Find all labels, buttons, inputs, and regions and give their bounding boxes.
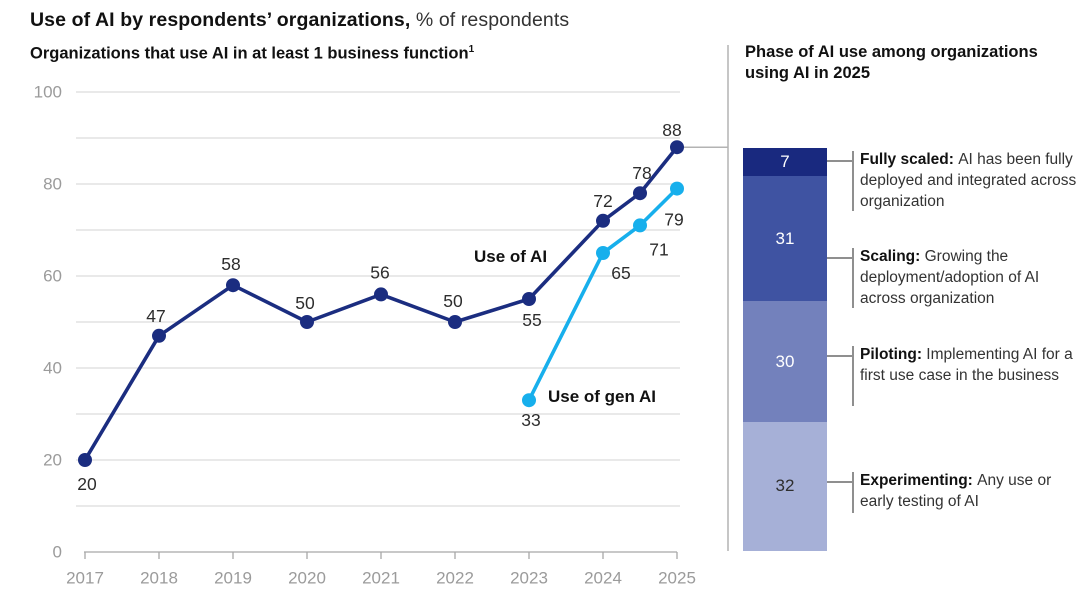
data-point [374,287,388,302]
data-label: 78 [632,163,651,183]
bar-segment-fully-scaled: 7 [743,148,827,177]
phase-description: AI has been fully deployed and integrat­… [860,151,1077,210]
phase-term: Fully scaled: [860,151,959,168]
use-of-gen-ai-line [527,186,679,403]
data-point [633,218,647,233]
bar-segment-value: 30 [775,351,795,371]
data-point [670,140,684,155]
phase-term: Piloting: [860,346,927,363]
data-label: 20 [77,474,97,494]
chart-subtitle: Organizations that use AI in at least 1 … [30,44,474,64]
data-point [448,315,462,329]
x-axis-label: 2025 [658,569,696,588]
x-axis-label: 2023 [510,569,548,588]
x-axis-label: 2020 [288,569,326,588]
series-label-use-of-ai: Use of AI [474,247,548,266]
data-label: 55 [522,310,541,330]
y-axis-label: 0 [53,543,62,562]
y-axis-label: 80 [43,175,62,194]
x-axis-label: 2024 [584,569,622,588]
x-axis-label: 2022 [436,569,474,588]
chart-title: Use of AI by respondents’ organizations,… [30,9,569,32]
phase-term: Experimenting: [860,472,978,489]
phase-label-piloting: Piloting: Implementing AI for a first us… [860,344,1080,386]
data-label: 58 [221,254,240,274]
phase-label-scaling: Scaling: Growing the deployment/adoption… [860,246,1080,309]
data-point [78,453,92,467]
data-point [670,181,684,196]
bar-segment-experimenting: 32 [743,422,827,551]
bracket-horizontal-line [827,257,852,259]
data-point [226,278,240,293]
footnote-marker: 1 [468,44,475,55]
data-label: 47 [146,306,165,326]
chart-subtitle-text: Organizations that use AI in at least 1 … [30,44,469,63]
x-axis-label: 2017 [66,569,104,588]
chart-title-unit: % of respondents [415,9,570,31]
phase-term: Scaling: [860,248,925,265]
bar-segment-value: 32 [775,476,795,496]
bracket-vertical-line [852,472,854,513]
bracket-horizontal-line [827,355,852,357]
bracket-vertical-line [852,151,854,211]
x-axis-label: 2018 [140,569,178,588]
data-label: 79 [664,210,683,230]
phase-description: Growing the deployment/adoption of AI ac… [860,248,1040,307]
x-axis-label: 2019 [214,569,252,588]
data-point [596,213,610,228]
y-axis-label: 100 [34,83,62,102]
data-label: 56 [370,262,389,282]
bracket-horizontal-line [827,481,852,483]
y-axis-label: 20 [43,451,62,470]
data-label: 71 [649,239,668,259]
phase-label-fully-scaled: Fully scaled: AI has been fully deployed… [860,149,1080,212]
phase-description: Implementing AI for a first use case in … [860,346,1073,384]
bar-segment-value: 31 [775,228,795,248]
data-point [633,186,647,201]
series-label-use-of-gen-ai: Use of gen AI [548,387,656,406]
data-label: 50 [443,291,463,311]
bar-segment-value: 7 [780,152,790,172]
bracket-horizontal-line [827,160,852,162]
data-label: 50 [295,293,315,313]
y-axis-label: 40 [43,359,62,378]
right-panel-title: Phase of AI use among organizations usin… [745,43,1038,82]
data-point [522,292,536,306]
phase-description: Any use or early testing of AI [860,472,1052,510]
data-label: 72 [593,191,612,211]
data-label: 65 [611,263,630,283]
data-label: 88 [662,120,681,140]
data-point [300,315,314,329]
y-axis-label: 60 [43,267,62,286]
data-point [152,328,166,343]
x-axis-label: 2021 [362,569,400,588]
bar-segment-scaling: 31 [743,176,827,302]
data-label: 33 [521,410,540,430]
bracket-vertical-line [852,248,854,308]
bracket-vertical-line [852,346,854,406]
data-point [522,393,536,408]
stacked-bar: 7 31 30 32 [743,148,827,551]
phase-label-experimenting: Experimenting: Any use or early testing … [860,470,1080,512]
data-point [596,246,610,260]
chart-title-bold: Use of AI by respondents’ organizations, [30,9,411,31]
bar-segment-piloting: 30 [743,301,827,423]
use-of-ai-line [83,145,679,462]
